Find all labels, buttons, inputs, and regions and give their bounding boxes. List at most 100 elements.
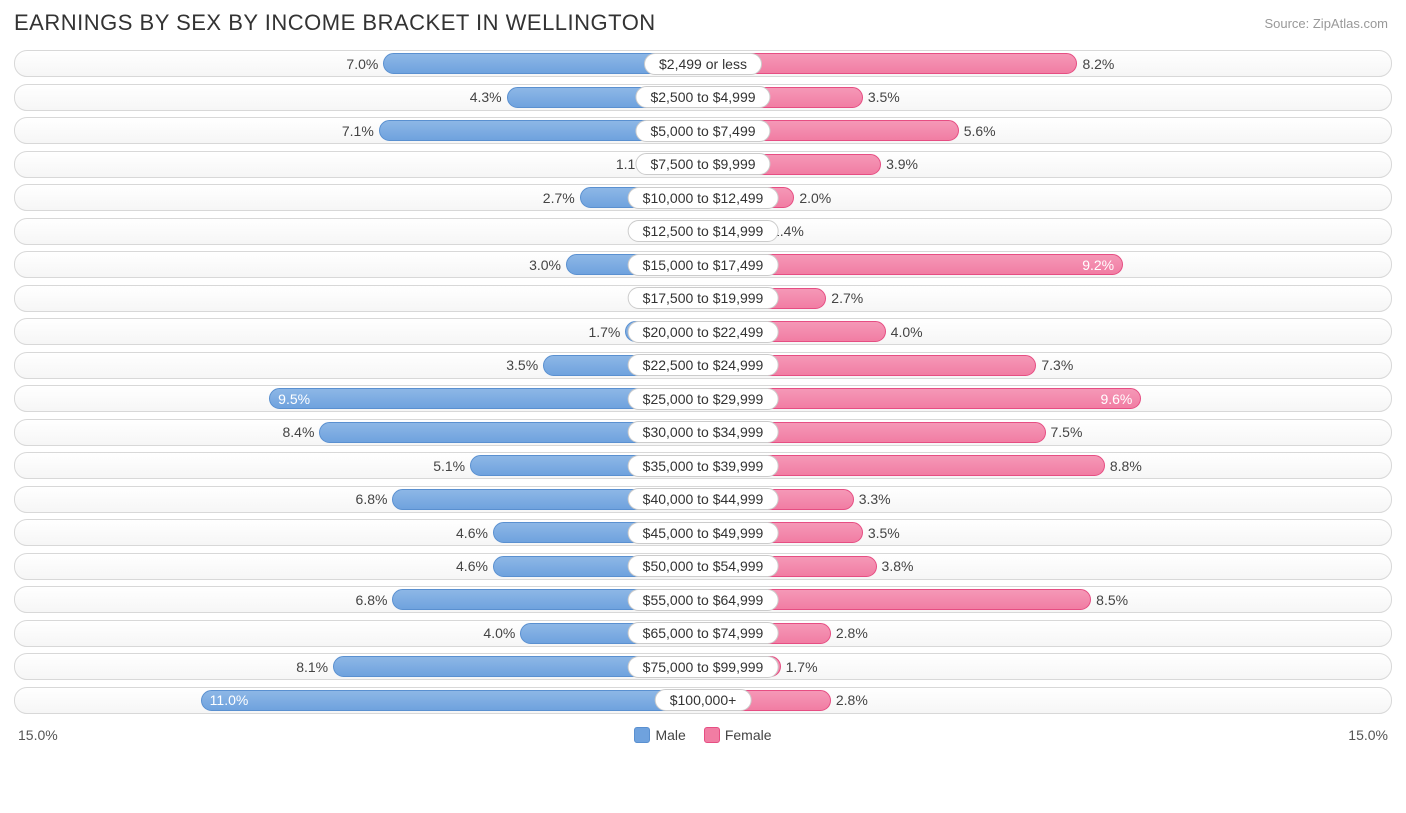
female-half: 5.6% xyxy=(703,120,1388,141)
female-value: 3.5% xyxy=(862,525,900,541)
category-label: $30,000 to $34,999 xyxy=(628,421,779,443)
category-label: $65,000 to $74,999 xyxy=(628,622,779,644)
chart-row: 8.4% 7.5% $30,000 to $34,999 xyxy=(14,419,1392,446)
category-label: $7,500 to $9,999 xyxy=(635,153,770,175)
legend-label-male: Male xyxy=(655,727,685,743)
male-value: 9.5% xyxy=(270,391,318,407)
male-half: 2.7% xyxy=(18,187,703,208)
female-half: 7.3% xyxy=(703,355,1388,376)
male-half: 0.48% xyxy=(18,221,703,242)
axis-max-left: 15.0% xyxy=(18,727,58,743)
category-label: $2,499 or less xyxy=(644,53,762,75)
male-half: 9.5% xyxy=(18,388,703,409)
category-label: $17,500 to $19,999 xyxy=(628,287,779,309)
male-half: 8.4% xyxy=(18,422,703,443)
chart-row: 4.6% 3.8% $50,000 to $54,999 xyxy=(14,553,1392,580)
female-half: 3.9% xyxy=(703,154,1388,175)
category-label: $25,000 to $29,999 xyxy=(628,388,779,410)
female-half: 3.8% xyxy=(703,556,1388,577)
male-half: 4.6% xyxy=(18,556,703,577)
female-half: 9.2% xyxy=(703,254,1388,275)
category-label: $50,000 to $54,999 xyxy=(628,555,779,577)
legend: Male Female xyxy=(634,727,771,743)
female-half: 9.6% xyxy=(703,388,1388,409)
female-half: 3.3% xyxy=(703,489,1388,510)
category-label: $75,000 to $99,999 xyxy=(628,656,779,678)
male-half: 4.3% xyxy=(18,87,703,108)
male-value: 1.7% xyxy=(588,324,626,340)
chart-row: 4.3%3.5%$2,500 to $4,999 xyxy=(14,84,1392,111)
female-half: 2.8% xyxy=(703,690,1388,711)
female-value: 3.8% xyxy=(876,558,914,574)
male-value: 6.8% xyxy=(356,592,394,608)
female-value: 2.8% xyxy=(830,692,868,708)
male-value: 8.1% xyxy=(296,659,334,675)
female-half: 3.5% xyxy=(703,522,1388,543)
legend-swatch-female xyxy=(704,727,720,743)
chart-title: EARNINGS BY SEX BY INCOME BRACKET IN WEL… xyxy=(14,10,656,36)
male-half: 4.0% xyxy=(18,623,703,644)
female-value: 8.2% xyxy=(1076,56,1114,72)
male-value: 4.3% xyxy=(470,89,508,105)
male-value: 3.5% xyxy=(506,357,544,373)
category-label: $100,000+ xyxy=(655,689,752,711)
female-value: 5.6% xyxy=(958,123,996,139)
male-value: 2.7% xyxy=(543,190,581,206)
chart-row: 2.7% 2.0% $10,000 to $12,499 xyxy=(14,184,1392,211)
chart-row: 6.8%3.3%$40,000 to $44,999 xyxy=(14,486,1392,513)
category-label: $22,500 to $24,999 xyxy=(628,354,779,376)
chart-row: 6.8%8.5%$55,000 to $64,999 xyxy=(14,586,1392,613)
female-half: 1.4% xyxy=(703,221,1388,242)
male-value: 5.1% xyxy=(433,458,471,474)
female-value: 2.0% xyxy=(793,190,831,206)
chart-row: 0.1%2.7%$17,500 to $19,999 xyxy=(14,285,1392,312)
chart-row: 4.0% 2.8% $65,000 to $74,999 xyxy=(14,620,1392,647)
chart-row: 5.1% 8.8% $35,000 to $39,999 xyxy=(14,452,1392,479)
female-value: 4.0% xyxy=(885,324,923,340)
female-half: 1.7% xyxy=(703,656,1388,677)
chart-row: 8.1% 1.7%$75,000 to $99,999 xyxy=(14,653,1392,680)
female-value: 3.5% xyxy=(862,89,900,105)
category-label: $10,000 to $12,499 xyxy=(628,187,779,209)
female-half: 2.7% xyxy=(703,288,1388,309)
female-value: 8.8% xyxy=(1104,458,1142,474)
female-half: 8.8% xyxy=(703,455,1388,476)
category-label: $15,000 to $17,499 xyxy=(628,254,779,276)
female-value: 1.7% xyxy=(780,659,818,675)
male-value: 4.6% xyxy=(456,525,494,541)
chart-header: EARNINGS BY SEX BY INCOME BRACKET IN WEL… xyxy=(0,0,1406,50)
male-value: 7.1% xyxy=(342,123,380,139)
category-label: $35,000 to $39,999 xyxy=(628,455,779,477)
female-value: 2.8% xyxy=(830,625,868,641)
female-value: 9.2% xyxy=(1074,257,1122,273)
chart-row: 3.0% 9.2% $15,000 to $17,499 xyxy=(14,251,1392,278)
category-label: $5,000 to $7,499 xyxy=(635,120,770,142)
female-value: 3.9% xyxy=(880,156,918,172)
male-value: 11.0% xyxy=(202,692,257,708)
chart-row: 0.48%1.4%$12,500 to $14,999 xyxy=(14,218,1392,245)
male-value: 8.4% xyxy=(282,424,320,440)
chart-row: 7.1% 5.6% $5,000 to $7,499 xyxy=(14,117,1392,144)
male-half: 4.6% xyxy=(18,522,703,543)
male-value: 6.8% xyxy=(356,491,394,507)
legend-swatch-male xyxy=(634,727,650,743)
male-half: 7.1% xyxy=(18,120,703,141)
chart-row: 9.5% 9.6%$25,000 to $29,999 xyxy=(14,385,1392,412)
female-half: 8.2% xyxy=(703,53,1388,74)
chart-source: Source: ZipAtlas.com xyxy=(1264,16,1388,31)
male-half: 6.8% xyxy=(18,589,703,610)
male-half: 6.8% xyxy=(18,489,703,510)
legend-label-female: Female xyxy=(725,727,772,743)
female-value: 7.5% xyxy=(1045,424,1083,440)
diverging-bar-chart: 7.0%8.2%$2,499 or less4.3%3.5%$2,500 to … xyxy=(0,50,1406,714)
male-value: 4.0% xyxy=(483,625,521,641)
male-value: 3.0% xyxy=(529,257,567,273)
female-value: 2.7% xyxy=(825,290,863,306)
category-label: $55,000 to $64,999 xyxy=(628,589,779,611)
female-value: 3.3% xyxy=(853,491,891,507)
chart-row: 1.1%3.9%$7,500 to $9,999 xyxy=(14,151,1392,178)
chart-row: 11.0% 2.8% $100,000+ xyxy=(14,687,1392,714)
category-label: $45,000 to $49,999 xyxy=(628,522,779,544)
legend-item-female: Female xyxy=(704,727,772,743)
male-half: 3.5% xyxy=(18,355,703,376)
